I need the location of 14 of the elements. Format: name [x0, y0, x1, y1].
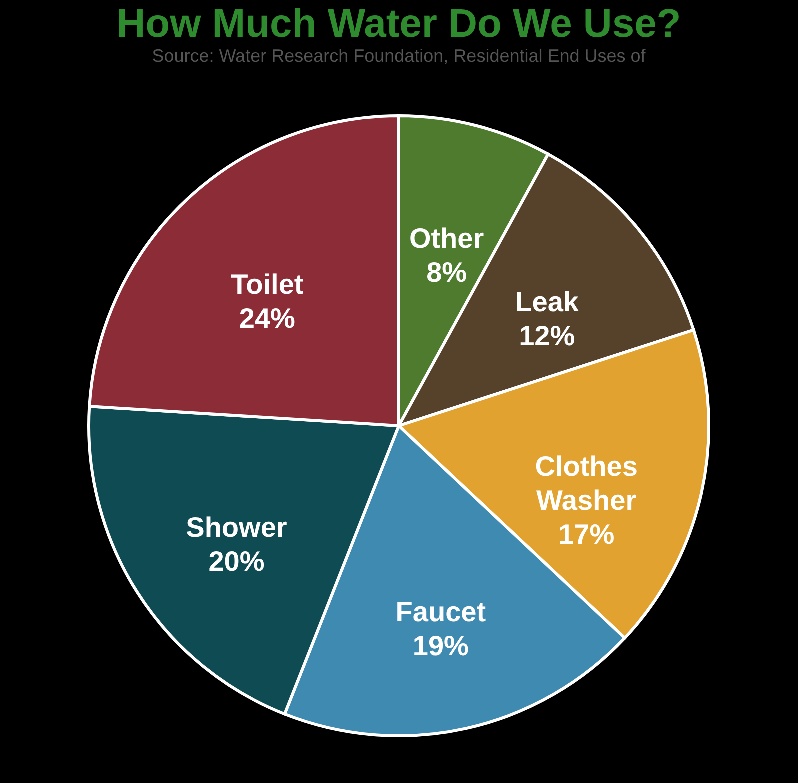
slice-label: Other — [409, 222, 484, 254]
slice-label: Shower — [186, 512, 288, 543]
source-note: Source: Water Research Foundation, Residential End Uses of — [152, 46, 647, 66]
data-label: 12% — [519, 320, 576, 352]
slice-label: Clothes Washer — [535, 450, 638, 516]
data-label: 20% — [208, 546, 265, 577]
data-label: 17% — [558, 518, 615, 550]
data-label: 19% — [412, 630, 470, 662]
slice-label: Leak — [515, 286, 580, 318]
data-label: 24% — [239, 302, 296, 334]
chart-title: How Much Water Do We Use? — [116, 2, 682, 46]
slice-label: Toilet — [231, 268, 304, 300]
data-label: 8% — [426, 256, 468, 288]
slice-label: Faucet — [396, 596, 486, 628]
